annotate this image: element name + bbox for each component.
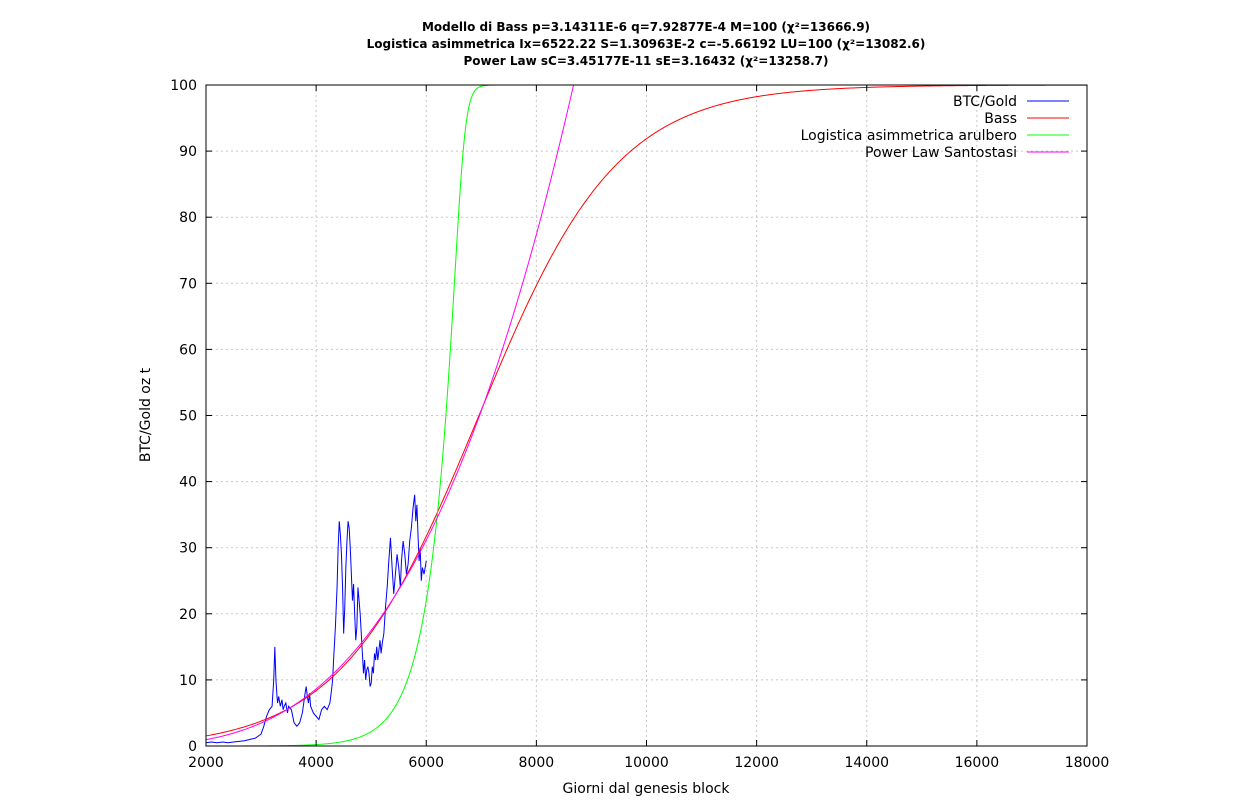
title-line-3: Power Law sC=3.45177E-11 sE=3.16432 (χ²=… — [464, 54, 829, 68]
series-line-1 — [206, 85, 1087, 737]
y-tick-label: 60 — [179, 342, 197, 358]
title-line-1: Modello di Bass p=3.14311E-6 q=7.92877E-… — [422, 20, 870, 34]
y-tick-label: 20 — [179, 607, 197, 623]
y-tick-label: 90 — [179, 144, 197, 160]
chart-title: Modello di Bass p=3.14311E-6 q=7.92877E-… — [367, 20, 926, 68]
grid — [206, 85, 1087, 746]
y-tick-label: 0 — [188, 739, 197, 755]
legend-label-1: Bass — [984, 111, 1017, 127]
axis-ticks: 2000 4000 6000 8000 10000 12000 14000 16000 1800… — [170, 78, 1109, 771]
y-tick-label: 30 — [179, 541, 197, 557]
x-tick-label: 4000 — [298, 755, 334, 771]
legend-label-2: Logistica asimmetrica arulbero — [801, 128, 1017, 144]
y-axis-label: BTC/Gold oz t — [138, 367, 154, 462]
x-tick-label: 14000 — [844, 755, 889, 771]
x-tick-label: 12000 — [734, 755, 779, 771]
y-tick-label: 40 — [179, 475, 197, 491]
series-line-0 — [206, 494, 427, 744]
y-tick-label: 50 — [179, 409, 197, 425]
x-tick-label: 8000 — [519, 755, 555, 771]
x-axis-label: Giorni dal genesis block — [563, 781, 731, 797]
x-tick-label: 10000 — [624, 755, 669, 771]
x-tick-label: 2000 — [188, 755, 224, 771]
y-tick-label: 70 — [179, 276, 197, 292]
legend-label-0: BTC/Gold — [953, 94, 1017, 110]
title-line-2: Logistica asimmetrica Ix=6522.22 S=1.309… — [367, 37, 926, 51]
plot-series — [206, 85, 1087, 746]
x-tick-label: 18000 — [1065, 755, 1110, 771]
y-tick-label: 80 — [179, 210, 197, 226]
legend-label-3: Power Law Santostasi — [865, 145, 1017, 161]
series-line-2 — [206, 85, 1087, 746]
y-tick-label: 100 — [170, 78, 197, 94]
series-line-3 — [206, 85, 575, 741]
x-tick-label: 16000 — [955, 755, 1000, 771]
x-tick-label: 6000 — [408, 755, 444, 771]
y-tick-label: 10 — [179, 673, 197, 689]
